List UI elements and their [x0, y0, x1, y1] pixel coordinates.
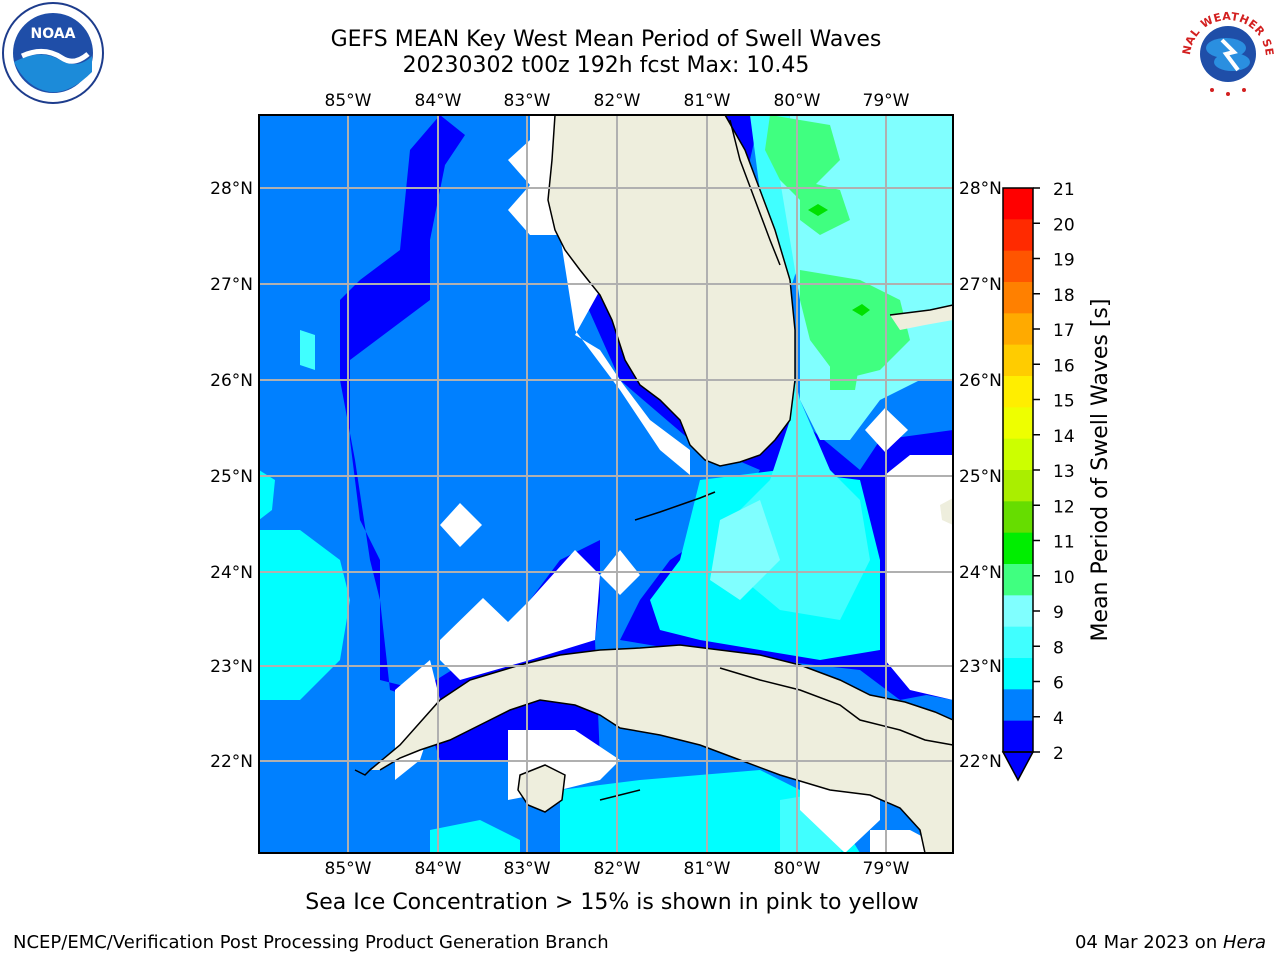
- colorbar-segment: [1003, 344, 1033, 377]
- lon-label-top: 81°W: [684, 91, 731, 111]
- colorbar-tick-label: 8: [1053, 638, 1064, 658]
- nws-logo: NATIONAL WEATHER SERVICE: [1176, 0, 1278, 102]
- footer-date-text: 04 Mar 2023 on: [1074, 932, 1223, 953]
- colorbar-tick-label: 18: [1053, 286, 1075, 306]
- lat-label-left: 27°N: [210, 275, 253, 295]
- lon-label-top: 80°W: [774, 91, 821, 111]
- lat-labels-right: 28°N 27°N 26°N 25°N 24°N 23°N 22°N: [959, 179, 1002, 772]
- colorbar-segment: [1003, 626, 1033, 659]
- colorbar-label: Mean Period of Swell Waves [s]: [1088, 299, 1113, 642]
- lat-label-right: 28°N: [959, 179, 1002, 199]
- colorbar-segment: [1003, 376, 1033, 408]
- lon-label-top: 85°W: [325, 91, 372, 111]
- colorbar-segment: [1003, 250, 1033, 283]
- colorbar-segment: [1003, 595, 1033, 628]
- chart-subtitle: 20230302 t00z 192h fcst Max: 10.45: [402, 53, 810, 78]
- lon-label-bottom: 81°W: [684, 859, 731, 879]
- colorbar-tick-label: 10: [1053, 568, 1075, 588]
- colorbar-tick-label: 19: [1053, 251, 1075, 271]
- footer-date: 04 Mar 2023 on Hera: [1075, 932, 1266, 953]
- colorbar-tick-label: 11: [1053, 533, 1075, 553]
- colorbar-tick-label: 6: [1053, 674, 1064, 694]
- colorbar-segment: [1003, 438, 1033, 471]
- field-period-7-8: [300, 115, 953, 853]
- colorbar-segment: [1003, 532, 1033, 565]
- lat-labels-left: 28°N 27°N 26°N 25°N 24°N 23°N 22°N: [210, 179, 253, 772]
- lat-label-right: 25°N: [959, 467, 1002, 487]
- colorbar-tick-label: 9: [1053, 603, 1064, 623]
- lon-labels-bottom: 85°W 84°W 83°W 82°W 81°W 80°W 79°W: [325, 859, 910, 879]
- lon-label-top: 79°W: [863, 91, 910, 111]
- noaa-logo: NOAA: [2, 2, 104, 104]
- colorbar-segment: [1003, 282, 1033, 314]
- lon-label-bottom: 83°W: [504, 859, 551, 879]
- colorbar-tick-label: 12: [1053, 497, 1075, 517]
- colorbar-segment: [1003, 720, 1033, 753]
- colorbar-segment: [1003, 188, 1033, 220]
- colorbar-tick-label: 20: [1053, 215, 1075, 235]
- land-cuba: [370, 645, 953, 853]
- sea-ice-caption: Sea Ice Concentration > 15% is shown in …: [305, 890, 919, 915]
- land-andros: [940, 498, 953, 525]
- colorbar-extend-arrow: [1001, 751, 1035, 782]
- colorbar-segment: [1003, 219, 1033, 252]
- colorbar-segment: [1003, 470, 1033, 502]
- lat-label-left: 28°N: [210, 179, 253, 199]
- land-bahamas: [890, 305, 953, 330]
- gridlines: [259, 115, 953, 853]
- lat-label-left: 23°N: [210, 657, 253, 677]
- colorbar-segment: [1003, 689, 1033, 722]
- lat-label-left: 25°N: [210, 467, 253, 487]
- colorbar-tick-label: 16: [1053, 356, 1075, 376]
- footer-credit: NCEP/EMC/Verification Post Processing Pr…: [13, 932, 609, 953]
- colorbar-segment: [1003, 407, 1033, 440]
- lat-label-left: 24°N: [210, 563, 253, 583]
- land-isla-juventud: [518, 765, 565, 812]
- lat-label-left: 22°N: [210, 752, 253, 772]
- colorbar-segments: [1003, 188, 1033, 753]
- lon-label-bottom: 82°W: [594, 859, 641, 879]
- footer-host: Hera: [1222, 932, 1266, 953]
- land-florida: [548, 115, 795, 466]
- colorbar-tick-label: 15: [1053, 392, 1075, 412]
- lon-label-bottom: 85°W: [325, 859, 372, 879]
- colorbar-ticks: 21 20 19 18 17 16 15 14 13 12 11 10 9 8 6 4 2: [1033, 180, 1075, 764]
- lat-label-right: 27°N: [959, 275, 1002, 295]
- noaa-logo-text: NOAA: [31, 26, 76, 42]
- colorbar-tick-label: 17: [1053, 321, 1075, 341]
- lon-label-top: 83°W: [504, 91, 551, 111]
- colorbar-segment: [1003, 564, 1033, 596]
- field-period-9-10: [765, 115, 910, 390]
- colorbar-segment: [1003, 501, 1033, 534]
- lon-label-top: 82°W: [594, 91, 641, 111]
- lon-label-top: 84°W: [415, 91, 462, 111]
- colorbar-tick-label: 13: [1053, 462, 1075, 482]
- lon-label-bottom: 80°W: [774, 859, 821, 879]
- lat-label-right: 24°N: [959, 563, 1002, 583]
- colorbar-segment: [1003, 313, 1033, 346]
- lon-labels-top: 85°W 84°W 83°W 82°W 81°W 80°W 79°W: [325, 91, 910, 111]
- colorbar-tick-label: 21: [1053, 180, 1075, 200]
- lon-label-bottom: 79°W: [863, 859, 910, 879]
- lat-label-left: 26°N: [210, 371, 253, 391]
- map-frame: [258, 114, 954, 854]
- lat-label-right: 26°N: [959, 371, 1002, 391]
- colorbar-tick-label: 4: [1053, 709, 1064, 729]
- colorbar-tick-label: 2: [1053, 744, 1064, 764]
- coastlines: [354, 114, 954, 854]
- colorbar-segment: [1003, 658, 1033, 690]
- map-field: [259, 115, 953, 853]
- lat-label-right: 23°N: [959, 657, 1002, 677]
- colorbar-tick-label: 14: [1053, 427, 1075, 447]
- lat-label-right: 22°N: [959, 752, 1002, 772]
- chart-title: GEFS MEAN Key West Mean Period of Swell …: [330, 27, 882, 52]
- lon-label-bottom: 84°W: [415, 859, 462, 879]
